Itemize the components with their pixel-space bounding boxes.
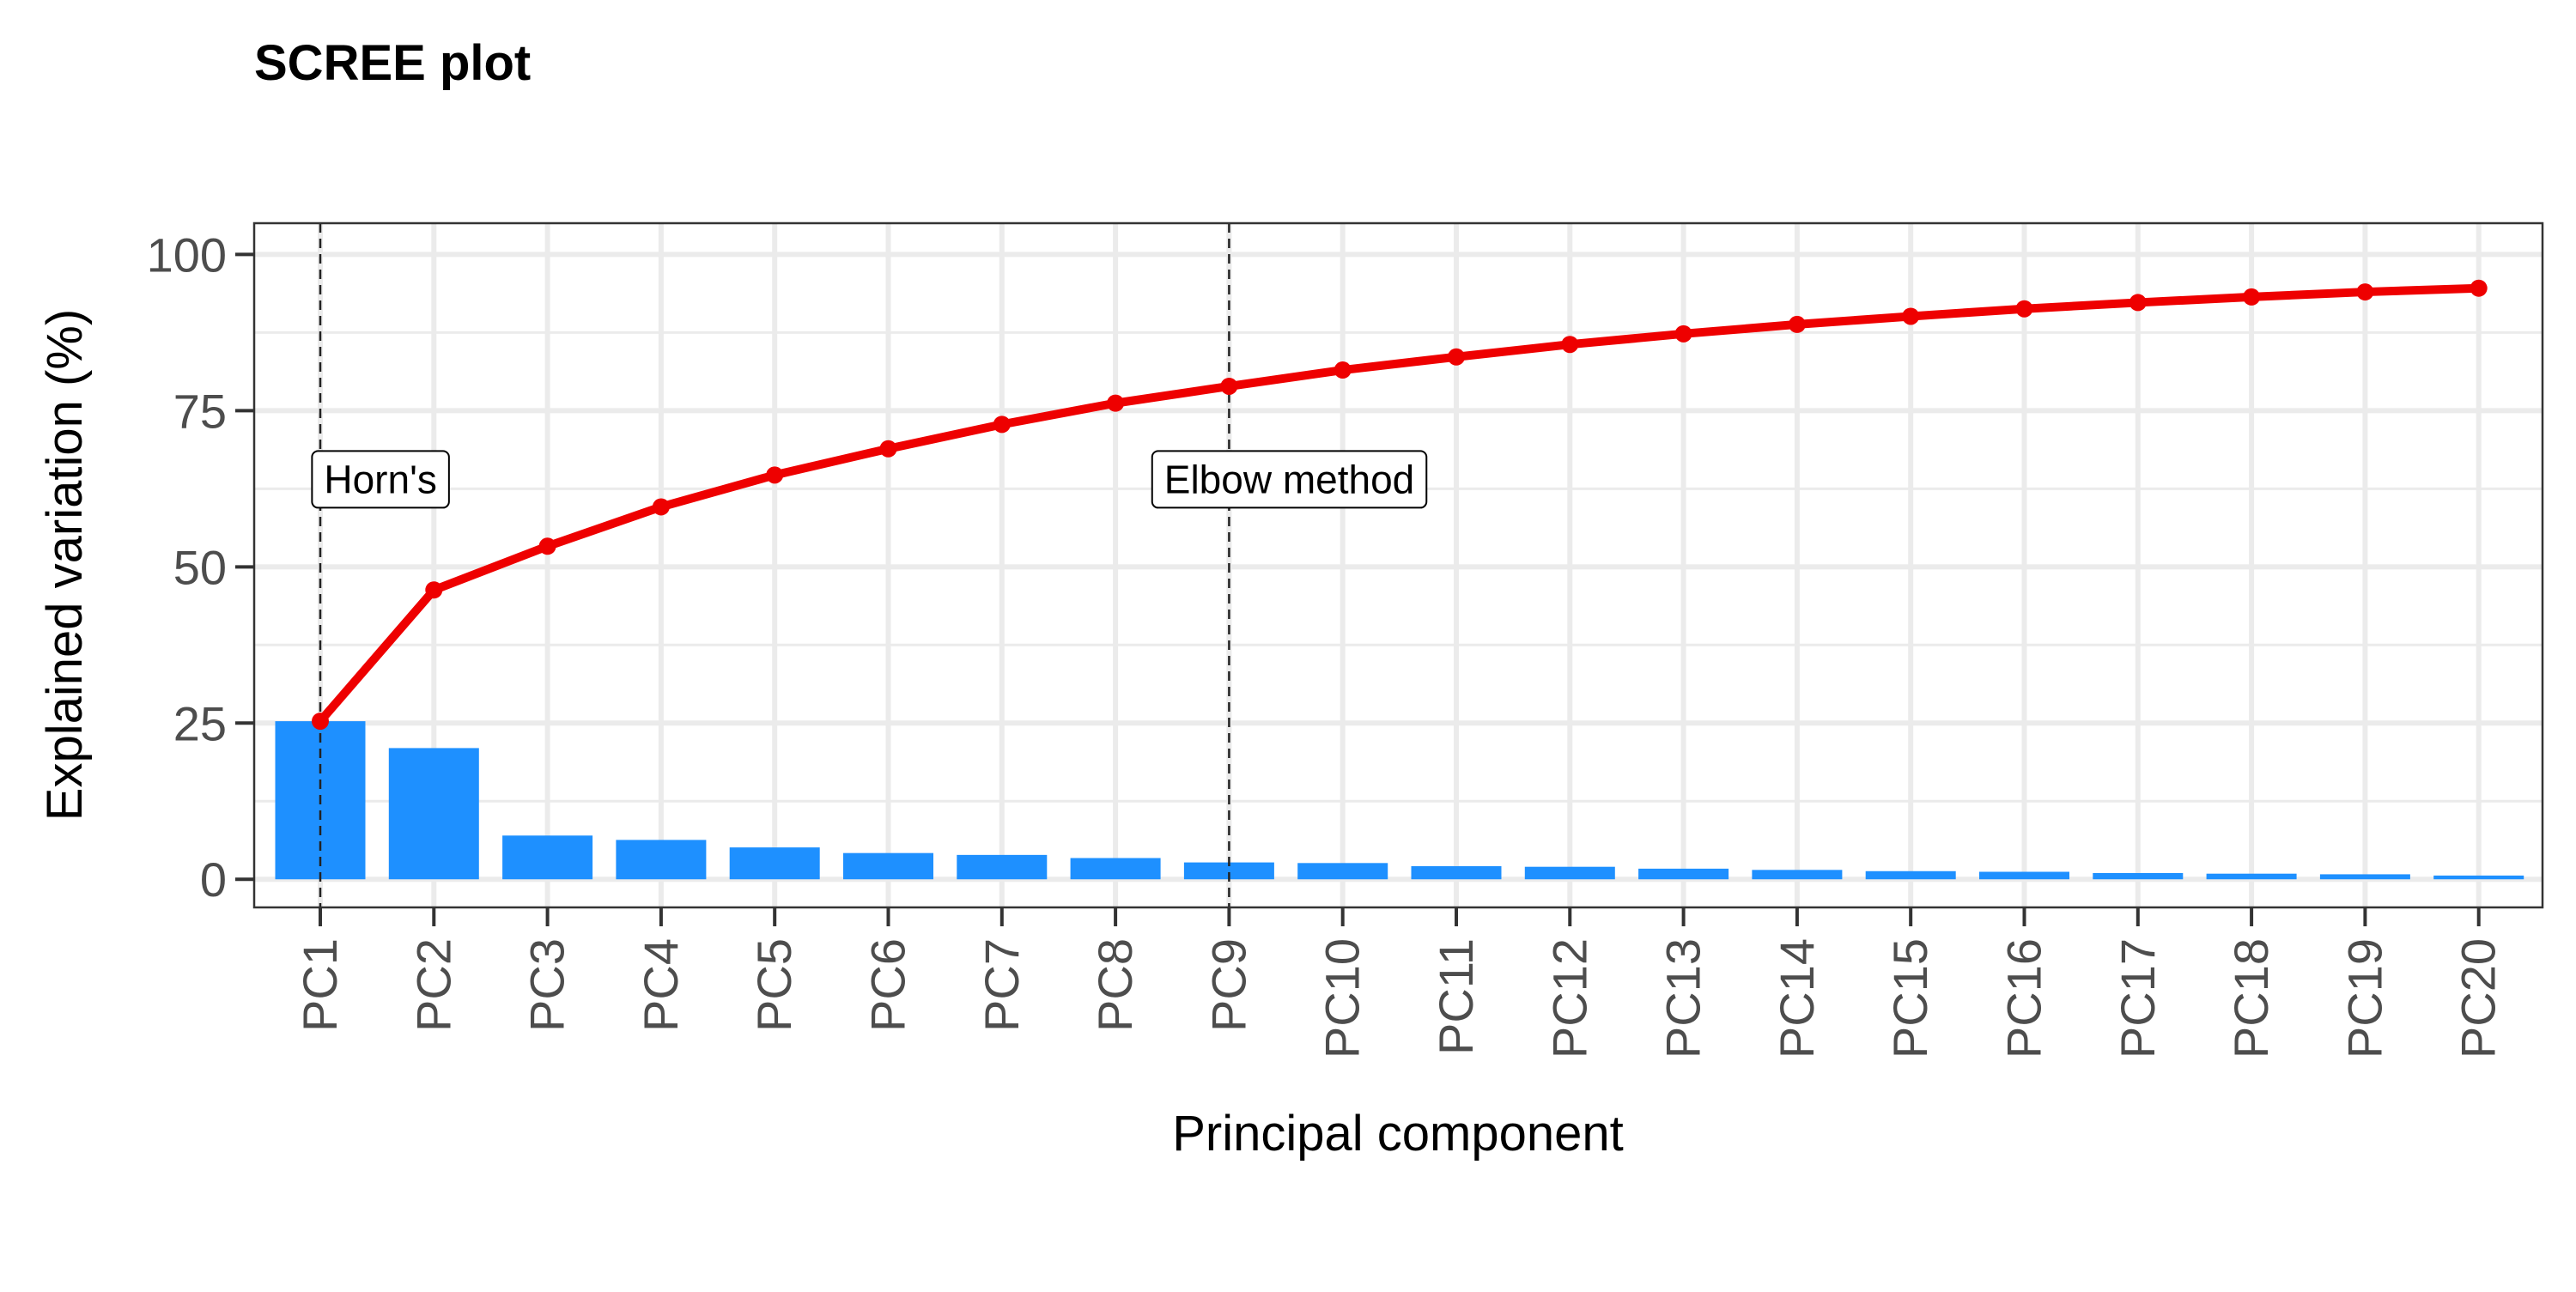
bar bbox=[502, 835, 593, 880]
x-tick-label: PC13 bbox=[1656, 938, 1710, 1058]
cumulative-point bbox=[2470, 279, 2488, 297]
bar bbox=[1865, 870, 1956, 880]
cumulative-line-layer bbox=[317, 283, 2479, 725]
bar bbox=[616, 840, 707, 880]
y-tick-label: 100 bbox=[147, 227, 227, 282]
x-tick-label: PC18 bbox=[2224, 938, 2278, 1058]
bar bbox=[1070, 858, 1161, 880]
y-tick-label: 0 bbox=[200, 852, 227, 907]
x-tick-label: PC10 bbox=[1315, 938, 1370, 1058]
bar bbox=[1524, 866, 1615, 880]
bar bbox=[957, 854, 1048, 880]
bar bbox=[2206, 873, 2297, 880]
bar bbox=[1411, 865, 1502, 880]
annotation-box bbox=[1151, 450, 1428, 509]
cumulative-point bbox=[2243, 288, 2261, 306]
chart-title: SCREE plot bbox=[254, 35, 531, 91]
x-tick-label: PC17 bbox=[2111, 938, 2165, 1058]
annotation-label: Horn's bbox=[324, 457, 437, 501]
x-tick-label: PC19 bbox=[2337, 938, 2391, 1058]
bar bbox=[388, 748, 479, 880]
bar bbox=[1638, 868, 1729, 880]
x-tick-label: PC6 bbox=[861, 938, 915, 1032]
axis-layer: 0 25 50 75 100 PC1 PC2 PC3 PC4 PC5 PC6 PC7 PC8 PC9 PC1… bbox=[147, 227, 2506, 1058]
annotation-label: Elbow method bbox=[1164, 457, 1415, 501]
cumulative-line bbox=[317, 283, 2479, 725]
cumulative-point bbox=[652, 498, 670, 516]
cumulative-point bbox=[1788, 315, 1806, 333]
reference-lines-layer bbox=[319, 223, 1230, 907]
cumulative-point bbox=[1220, 377, 1238, 395]
bar bbox=[2433, 875, 2524, 880]
y-tick-label: 25 bbox=[173, 696, 227, 750]
cumulative-point bbox=[1448, 348, 1465, 366]
x-tick-label: PC4 bbox=[634, 938, 688, 1032]
cumulative-point bbox=[312, 713, 329, 731]
y-axis-title: Explained variation (%) bbox=[37, 309, 93, 821]
cumulative-point bbox=[2129, 294, 2147, 312]
grid-layer bbox=[254, 223, 2543, 907]
bar bbox=[2319, 874, 2410, 880]
cumulative-point bbox=[879, 440, 897, 458]
bar bbox=[729, 847, 820, 880]
x-tick-label: PC20 bbox=[2451, 938, 2506, 1058]
x-axis-title: Principal component bbox=[1172, 1106, 1624, 1162]
y-tick-label: 50 bbox=[173, 540, 227, 594]
x-tick-label: PC3 bbox=[520, 938, 574, 1032]
bar bbox=[1979, 871, 2069, 880]
x-tick-label: PC9 bbox=[1201, 938, 1255, 1032]
cumulative-point bbox=[2015, 300, 2033, 318]
bar bbox=[1297, 863, 1388, 880]
cumulative-point bbox=[1902, 307, 1920, 325]
x-tick-label: PC11 bbox=[1429, 938, 1483, 1055]
cumulative-point bbox=[993, 416, 1011, 434]
x-tick-label: PC14 bbox=[1770, 938, 1824, 1058]
cumulative-point bbox=[1334, 361, 1352, 379]
cumulative-point bbox=[1107, 394, 1125, 412]
annotation-box bbox=[311, 450, 450, 509]
cumulative-point bbox=[2356, 283, 2374, 301]
annotation-layer: Horn's Elbow method bbox=[311, 450, 1428, 509]
bar bbox=[1183, 862, 1274, 880]
bar bbox=[843, 852, 933, 880]
x-tick-label: PC15 bbox=[1883, 938, 1937, 1058]
y-tick-label: 75 bbox=[173, 384, 227, 438]
cumulative-point bbox=[425, 581, 443, 599]
cumulative-point bbox=[1561, 336, 1579, 354]
cumulative-point bbox=[1674, 325, 1692, 343]
bar bbox=[1752, 870, 1843, 880]
cumulative-points-layer bbox=[312, 279, 2488, 731]
x-tick-label: PC7 bbox=[975, 938, 1029, 1032]
bar bbox=[2093, 872, 2184, 880]
x-tick-label: PC5 bbox=[747, 938, 801, 1032]
x-tick-label: PC8 bbox=[1088, 938, 1142, 1032]
cumulative-point bbox=[538, 537, 556, 555]
x-tick-label: PC16 bbox=[1997, 938, 2051, 1058]
x-tick-label: PC1 bbox=[293, 938, 347, 1032]
x-tick-label: PC2 bbox=[406, 938, 460, 1032]
cumulative-point bbox=[766, 466, 784, 484]
x-tick-label: PC12 bbox=[1542, 938, 1596, 1058]
